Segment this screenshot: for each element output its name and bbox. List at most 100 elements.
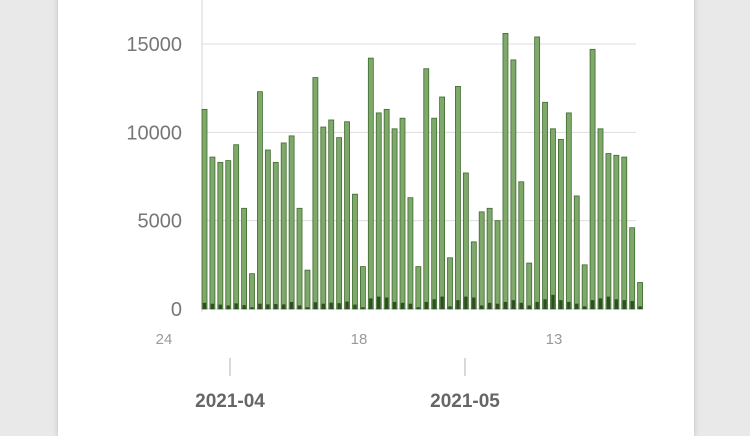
sub-bar: [440, 296, 444, 309]
sub-bar: [519, 302, 523, 309]
bar: [439, 96, 446, 310]
bars: [201, 33, 643, 310]
x-tick-label: 18: [351, 331, 368, 348]
sub-bar: [638, 306, 642, 309]
sub-bar: [234, 303, 238, 309]
sub-bar: [575, 303, 579, 309]
sub-bar: [535, 301, 539, 309]
bar: [296, 207, 303, 310]
bar: [573, 195, 580, 310]
sub-bar: [353, 304, 357, 309]
bar: [304, 269, 311, 310]
bar: [486, 207, 493, 310]
x-tick-labels: 24 18 13: [156, 331, 563, 348]
bar: [415, 266, 422, 310]
sub-bar: [305, 307, 310, 309]
bar: [336, 137, 343, 310]
bar: [431, 117, 438, 310]
sub-bar: [495, 303, 500, 309]
bar: [407, 197, 414, 310]
sub-bar: [210, 303, 215, 309]
bar: [478, 211, 485, 310]
sub-bar: [258, 303, 262, 309]
bar: [209, 156, 216, 310]
sub-bar: [464, 296, 468, 309]
bar: [375, 112, 382, 310]
bar: [359, 266, 366, 310]
bar: [201, 108, 208, 310]
bar: [534, 36, 541, 310]
sub-bar: [567, 301, 571, 309]
bar: [494, 220, 501, 310]
sub-bar: [527, 305, 531, 309]
sub-bar: [543, 299, 547, 309]
sub-bar: [606, 296, 611, 309]
bar: [312, 77, 319, 310]
sub-bar: [511, 300, 516, 309]
sub-bar: [218, 304, 223, 309]
sub-bar: [487, 302, 492, 309]
sub-bar: [503, 301, 508, 309]
sub-bar: [250, 307, 254, 309]
bar: [565, 112, 572, 310]
sub-bar: [472, 297, 476, 309]
sub-bar: [282, 304, 286, 309]
bar: [550, 128, 556, 310]
bar: [399, 117, 406, 310]
sub-bar: [274, 304, 278, 309]
bar: [320, 126, 327, 310]
bar: [249, 273, 255, 310]
chart-card: 0 5000 10000 15000 24 18 13 2021-04 2021-05: [58, 0, 694, 436]
sub-bar: [598, 298, 603, 309]
sub-bar: [590, 300, 595, 309]
sub-bar: [297, 305, 302, 309]
bar: [510, 59, 517, 310]
sub-bar: [408, 303, 413, 309]
bar: [629, 227, 636, 310]
sub-bar: [559, 300, 563, 309]
bar: [288, 135, 295, 310]
month-label: 2021-05: [430, 391, 500, 412]
bar: [518, 181, 525, 310]
bar: [542, 101, 548, 310]
y-tick-label: 10000: [126, 122, 182, 144]
bar: [217, 161, 224, 310]
sub-bar: [289, 301, 294, 309]
sub-bar: [416, 307, 421, 309]
bar: [455, 86, 461, 310]
month-label: 2021-04: [195, 391, 265, 412]
bar: [225, 160, 232, 310]
sub-bar: [345, 301, 349, 309]
sub-bar: [377, 296, 381, 309]
bar: [233, 144, 240, 310]
bar: [581, 264, 588, 310]
sub-bar: [480, 305, 484, 309]
bar: [462, 172, 469, 310]
bar: [589, 48, 596, 310]
y-tick-label: 15000: [126, 34, 182, 56]
bar: [383, 108, 390, 310]
bar: [344, 121, 350, 310]
sub-bar: [551, 294, 555, 309]
sub-bar: [266, 304, 270, 309]
sub-bar: [337, 303, 341, 309]
sub-bar: [329, 302, 333, 309]
sub-bar: [321, 303, 325, 309]
x-tick-label: 13: [546, 331, 563, 348]
sub-bar: [630, 301, 634, 309]
sub-bar: [384, 297, 389, 309]
bar: [257, 91, 263, 310]
bar: [280, 142, 287, 310]
sub-bar: [424, 301, 428, 309]
bar: [637, 282, 643, 310]
bar: [597, 128, 604, 310]
x-tick-label: 24: [156, 331, 173, 348]
sub-bar: [614, 299, 619, 309]
month-labels: 2021-04 2021-05: [195, 358, 500, 412]
sub-bar: [456, 300, 460, 309]
sub-bar: [448, 306, 452, 309]
bar: [613, 154, 620, 310]
sub-bar: [361, 307, 365, 309]
sub-bar: [392, 301, 397, 309]
sub-bar: [622, 300, 626, 309]
